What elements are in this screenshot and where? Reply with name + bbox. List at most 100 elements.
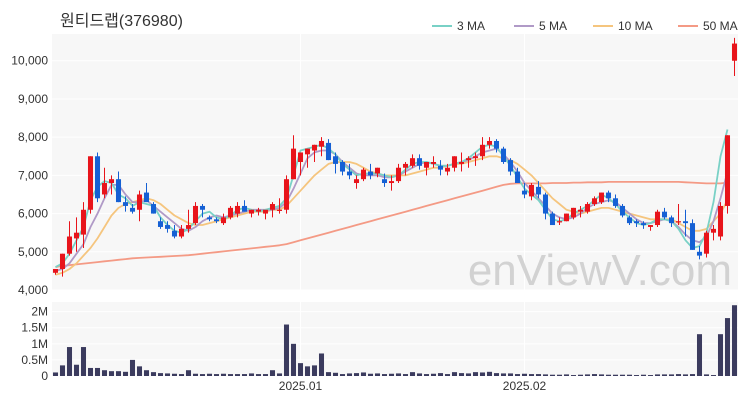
legend-label: 3 MA [457, 19, 485, 33]
volume-bar [542, 374, 549, 376]
volume-bar [374, 373, 381, 376]
volume-bar [346, 373, 353, 376]
date-tick-label: 2025.02 [503, 379, 547, 393]
candle-body [570, 207, 577, 218]
candle-body [605, 192, 612, 199]
volume-bar [535, 374, 542, 376]
volume-bar [731, 305, 738, 376]
volume-bar [339, 374, 346, 376]
candle-body [472, 156, 479, 159]
candle-body [395, 167, 402, 182]
candle-body [500, 148, 507, 162]
volume-bar [703, 374, 710, 376]
candle-body [654, 211, 661, 226]
candle-body [87, 156, 94, 210]
volume-bar [304, 366, 311, 376]
candle-body [73, 232, 80, 239]
volume-bar [227, 374, 234, 376]
volume-bar [185, 370, 192, 376]
volume-bar [605, 374, 612, 376]
candle-body [311, 144, 318, 151]
volume-bar [360, 372, 367, 376]
volume-bar [430, 373, 437, 376]
volume-bar [549, 374, 556, 376]
volume-bar [311, 365, 318, 376]
volume-bar [80, 347, 87, 376]
candle-body [423, 162, 430, 168]
volume-bar [458, 373, 465, 376]
volume-bar [66, 347, 73, 376]
candle-body [689, 223, 696, 250]
volume-bar [570, 375, 577, 376]
volume-bar [717, 334, 724, 376]
volume-bar [451, 372, 458, 376]
candle-body [143, 192, 150, 203]
candle-body [584, 204, 591, 212]
candle-body [416, 158, 423, 166]
candle-body [535, 186, 542, 195]
candle-body [542, 194, 549, 214]
candle-body [185, 225, 192, 229]
candle-body [248, 209, 255, 214]
candle-body [402, 163, 409, 168]
chart-title: 원티드랩(376980) [60, 12, 183, 30]
volume-bar [710, 375, 717, 376]
candle-body [619, 205, 626, 216]
candle-body [129, 207, 136, 212]
price-plot-background [52, 34, 738, 290]
volume-bar [52, 372, 59, 376]
candle-body [304, 148, 311, 155]
volume-bar [381, 374, 388, 376]
candle-body [675, 221, 682, 223]
volume-bar [367, 373, 374, 376]
candle-body [486, 140, 493, 145]
candle-body [388, 181, 395, 184]
candle-body [101, 183, 108, 195]
volume-bar [199, 374, 206, 376]
volume-bar [283, 324, 290, 376]
volume-bar-layer [52, 305, 738, 376]
volume-bar [654, 374, 661, 376]
volume-bar [689, 374, 696, 376]
volume-bar [87, 367, 94, 376]
volume-bar [157, 373, 164, 376]
volume-bar [556, 374, 563, 376]
volume-bar [416, 373, 423, 376]
candle-body [66, 236, 73, 254]
volume-bar [353, 373, 360, 376]
candle-body [409, 158, 416, 166]
candle-body [647, 225, 654, 227]
volume-plot-background [52, 302, 738, 376]
volume-bar [479, 372, 486, 376]
volume-bar [108, 371, 115, 376]
volume-bar [528, 374, 535, 376]
candle-body [731, 43, 738, 61]
candle-body [598, 192, 605, 203]
volume-tick-label: 2M [31, 305, 48, 319]
candle-body [591, 198, 598, 205]
candle-body [381, 179, 388, 184]
volume-bar [290, 343, 297, 376]
axis-label-layer: 4,000 5,000 6,000 7,000 8,000 9,000 10,000 0 0.5… [11, 54, 547, 393]
candle-body [150, 204, 157, 214]
candle-body [339, 162, 346, 172]
candle-body [661, 211, 668, 218]
candle-body [563, 213, 570, 222]
volume-bar [619, 374, 626, 376]
candle-body [717, 205, 724, 237]
candle-body [164, 225, 171, 229]
candle-body [220, 217, 227, 224]
candle-body [80, 209, 87, 235]
volume-bar [409, 372, 416, 376]
volume-bar [213, 374, 220, 376]
watermark: enViewV.com [468, 246, 732, 295]
candle-body [682, 221, 689, 224]
candle-body [521, 190, 528, 195]
volume-bar [640, 374, 647, 376]
volume-bar [164, 373, 171, 376]
volume-bar [192, 373, 199, 376]
volume-tick-label: 1M [31, 337, 48, 351]
candle-body [115, 179, 122, 203]
volume-bar [521, 373, 528, 376]
volume-bar [59, 365, 66, 376]
